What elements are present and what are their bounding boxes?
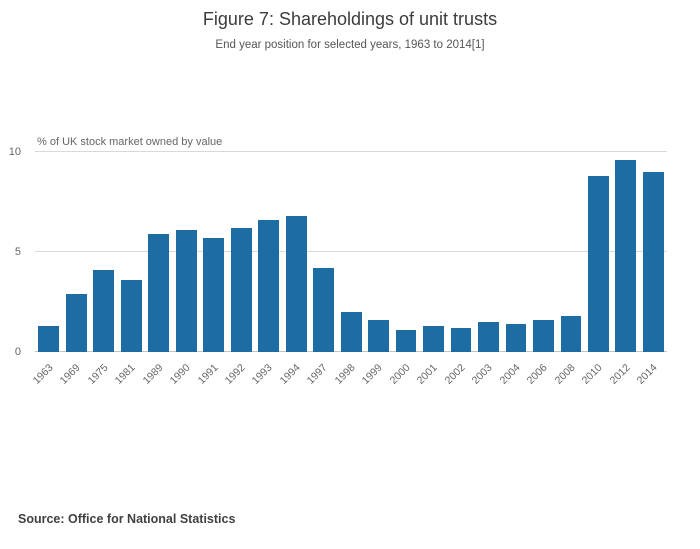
bar-1997 [313, 268, 335, 352]
bar-2006 [533, 320, 554, 352]
bar-slot-1993 [255, 152, 282, 352]
bar-2008 [560, 316, 582, 352]
bar-2012 [615, 160, 637, 352]
chart-subtitle: End year position for selected years, 19… [215, 39, 485, 51]
bar-slot-2002 [447, 152, 474, 352]
bar-1990 [175, 230, 197, 352]
bar-1969 [65, 294, 87, 352]
bar-slot-1998 [337, 152, 364, 352]
bar-slot-1992 [227, 152, 254, 352]
bar-1998 [340, 312, 362, 352]
bar-slot-2008 [557, 152, 584, 352]
bar-slot-2000 [392, 152, 419, 352]
x-label-cell-1990: 1990 [168, 353, 199, 399]
bar-slot-2003 [475, 152, 502, 352]
bar-2003 [478, 322, 499, 352]
y-tick-0: 0 [14, 346, 21, 358]
bar-1963 [38, 326, 60, 352]
bar-slot-1975 [90, 152, 117, 352]
bar-slot-2006 [530, 152, 557, 352]
bar-2002 [450, 328, 472, 352]
bar-slot-2012 [612, 152, 639, 352]
bar-slot-2010 [585, 152, 612, 352]
bar-2001 [423, 326, 444, 352]
bar-2004 [505, 324, 527, 352]
bar-1991 [203, 238, 225, 352]
bar-slot-1989 [145, 152, 172, 352]
gridline-10 [35, 151, 667, 152]
bar-slot-2004 [502, 152, 529, 352]
bar-1981 [120, 280, 142, 352]
bar-slot-1963 [35, 152, 62, 352]
x-label-cell-2014: 2014 [635, 353, 667, 399]
bar-1993 [258, 220, 280, 352]
x-tick-label: 1963 [30, 361, 56, 387]
y-axis-ticks: 0 5 10 [0, 146, 27, 358]
bar-series [35, 152, 667, 352]
y-axis-label: % of UK stock market owned by value [37, 136, 223, 148]
bar-1989 [148, 234, 170, 352]
y-tick-10: 10 [8, 146, 21, 158]
bar-slot-1999 [365, 152, 392, 352]
x-axis-labels: 1963 1969 1975 1981 1989 1990 1991 1992 1993 1994… [30, 353, 667, 399]
bar-1992 [230, 228, 252, 352]
bar-slot-2014 [640, 152, 667, 352]
source-note: Source: Office for National Statistics [18, 512, 236, 526]
bar-2000 [395, 330, 417, 352]
chart-title: Figure 7: Shareholdings of unit trusts [202, 9, 498, 29]
bar-slot-1991 [200, 152, 227, 352]
bar-2014 [642, 172, 664, 352]
plot-area [35, 151, 667, 352]
bar-1975 [93, 270, 115, 352]
bar-slot-1969 [62, 152, 89, 352]
bar-slot-2001 [420, 152, 447, 352]
bar-2010 [587, 176, 609, 352]
bar-slot-1990 [172, 152, 199, 352]
bar-1994 [285, 216, 307, 352]
bar-slot-1981 [117, 152, 144, 352]
x-label-cell-1981: 1981 [113, 353, 144, 399]
gridline-5 [35, 251, 667, 252]
bar-slot-1997 [310, 152, 337, 352]
y-tick-5: 5 [14, 246, 21, 258]
bar-slot-1994 [282, 152, 309, 352]
bar-1999 [368, 320, 389, 352]
x-label-cell-1969: 1969 [58, 353, 89, 399]
